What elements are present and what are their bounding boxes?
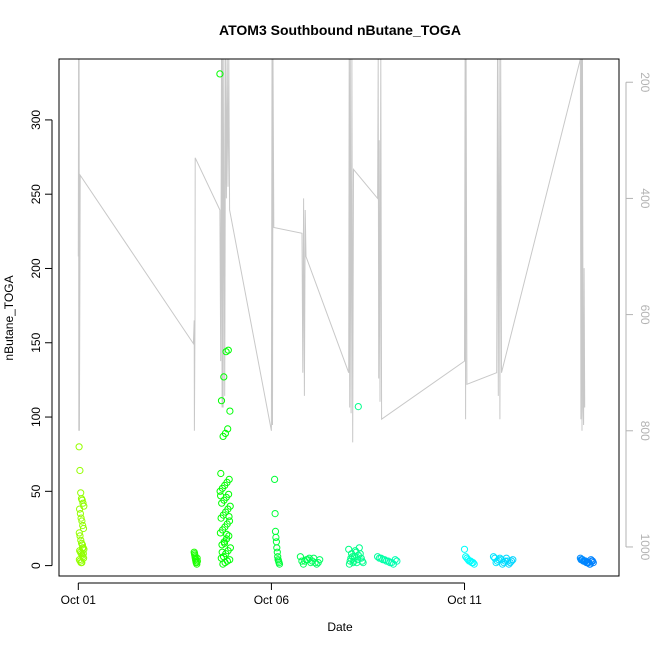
data-point <box>216 487 224 495</box>
data-point <box>314 559 322 567</box>
data-point <box>271 509 279 518</box>
data-point <box>193 557 201 565</box>
y-tick-label: 200 <box>29 258 43 278</box>
y-axis-label: nButane_TOGA <box>2 275 16 360</box>
data-point <box>359 559 367 567</box>
data-point <box>225 513 233 521</box>
y-tick-label: 100 <box>29 407 43 427</box>
data-point <box>76 466 84 475</box>
data-point <box>77 489 85 497</box>
data-point <box>217 397 226 405</box>
data-point <box>218 548 226 556</box>
profile-line <box>77 58 586 443</box>
data-point <box>224 425 232 433</box>
data-point <box>391 556 399 564</box>
data-point <box>271 475 279 483</box>
data-point <box>469 559 477 567</box>
x-tick-label: Oct 11 <box>447 593 482 607</box>
y-tick-label: 300 <box>29 110 43 130</box>
data-point <box>193 554 201 562</box>
data-point <box>345 545 353 553</box>
data-point <box>377 554 385 562</box>
data-point <box>78 541 87 549</box>
data-point <box>272 538 280 546</box>
data-point <box>272 533 280 542</box>
data-point <box>218 499 226 507</box>
data-point <box>273 548 281 556</box>
data-point <box>354 403 362 411</box>
data-point <box>223 530 231 539</box>
data-point <box>460 545 469 553</box>
data-point <box>219 560 227 568</box>
right-tick-label: 1000 <box>638 534 650 561</box>
data-point <box>77 514 85 522</box>
data-point <box>374 553 382 561</box>
data-point <box>75 529 83 537</box>
data-point <box>504 557 512 565</box>
data-point <box>305 554 313 562</box>
data-point <box>217 514 225 522</box>
data-point <box>226 407 234 415</box>
data-point <box>273 544 281 552</box>
data-point <box>393 557 401 565</box>
data-point <box>470 560 478 568</box>
data-point <box>76 509 85 518</box>
right-tick-label: 800 <box>638 421 650 441</box>
data-point <box>78 559 86 567</box>
right-tick-label: 400 <box>638 188 650 208</box>
data-point <box>76 532 84 540</box>
data-point <box>304 556 312 564</box>
data-point <box>78 517 86 525</box>
y-tick-label: 150 <box>29 332 43 352</box>
data-point <box>348 553 356 561</box>
y-tick-label: 50 <box>29 484 43 498</box>
data-point <box>491 554 499 562</box>
x-tick-label: Oct 01 <box>61 593 97 607</box>
x-tick-label: Oct 06 <box>254 593 290 607</box>
data-point <box>220 539 229 547</box>
data-point <box>221 559 229 567</box>
data-point <box>381 556 389 564</box>
data-point <box>220 373 228 381</box>
data-point <box>76 505 84 513</box>
data-point <box>296 553 304 561</box>
data-point <box>589 559 597 567</box>
scatter-points-layer <box>75 70 597 568</box>
y-axis-left: 0 50 100 150 200 250 300 <box>29 110 53 569</box>
x-axis-label: Date <box>327 620 353 634</box>
profile-line-layer <box>77 58 586 443</box>
x-axis: Oct 01 Oct 06 Oct 11 <box>61 582 482 607</box>
y-tick-label: 0 <box>29 562 43 569</box>
data-point <box>79 499 87 507</box>
data-point <box>356 550 364 558</box>
data-point <box>271 527 280 536</box>
data-point <box>358 557 366 565</box>
data-point <box>313 560 321 568</box>
data-point <box>489 553 498 561</box>
data-point <box>345 560 353 568</box>
data-point <box>77 536 85 544</box>
data-point <box>384 557 392 565</box>
data-point <box>217 492 225 500</box>
chart-title: ATOM3 Southbound nButane_TOGA <box>219 22 461 38</box>
data-point <box>224 346 232 354</box>
data-point <box>222 348 230 356</box>
data-point <box>216 70 224 78</box>
data-point <box>79 521 87 530</box>
data-point <box>79 550 87 558</box>
data-point <box>217 469 225 478</box>
data-point <box>275 560 284 568</box>
data-point <box>219 432 227 440</box>
data-point <box>75 443 83 451</box>
plot-frame <box>58 58 620 577</box>
right-tick-label: 600 <box>638 305 650 325</box>
y-axis-right: 200 400 600 800 1000 <box>625 72 650 561</box>
data-point <box>311 559 319 567</box>
y-tick-label: 250 <box>29 184 43 204</box>
data-point <box>79 524 88 533</box>
right-tick-label: 200 <box>638 72 650 92</box>
